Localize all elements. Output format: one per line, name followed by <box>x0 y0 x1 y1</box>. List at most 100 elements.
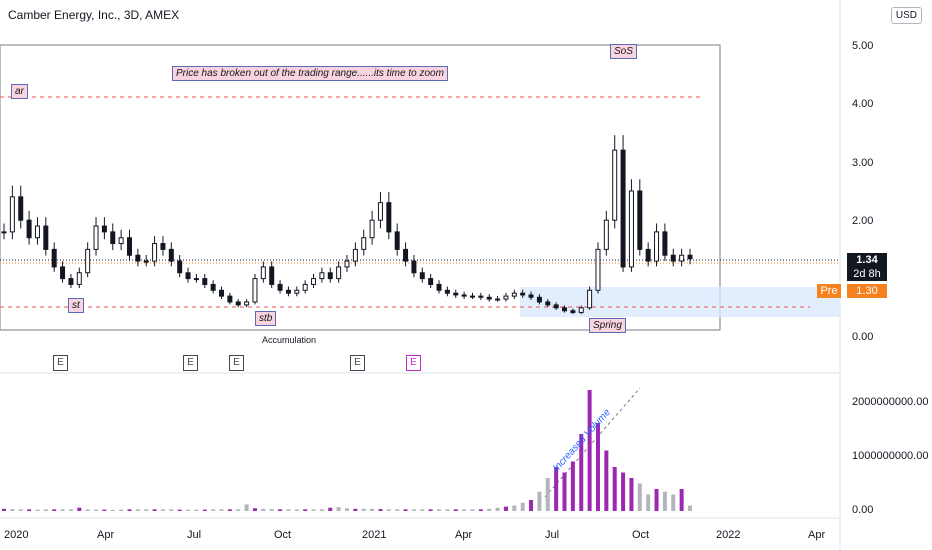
volume-bar <box>177 509 182 511</box>
candle-body <box>670 254 676 262</box>
volume-bar <box>495 507 500 511</box>
volume-bar <box>579 434 584 511</box>
volume-bar <box>654 489 659 511</box>
volume-bar <box>503 506 508 511</box>
volume-bar <box>244 504 249 511</box>
volume-bar <box>378 509 383 511</box>
volume-bar <box>411 509 416 511</box>
volume-bar <box>110 509 115 511</box>
volume-bar <box>587 390 592 511</box>
volume-bar <box>303 509 308 511</box>
time-tick-apr-3: Apr <box>808 529 825 541</box>
last-price-badge: 1.34 <box>847 253 887 267</box>
volume-bar <box>570 461 575 511</box>
volume-bar <box>537 491 542 511</box>
candle-body <box>361 237 367 250</box>
candle-body <box>587 289 593 309</box>
time-tick-2021: 2021 <box>362 529 386 541</box>
spring-label: Spring <box>589 318 626 333</box>
volume-bar <box>319 509 324 511</box>
volume-bar <box>595 423 600 511</box>
candle-body <box>628 190 634 268</box>
candle-body <box>85 248 91 274</box>
candle-body <box>352 248 358 262</box>
candle-body <box>1 231 7 234</box>
candle-body <box>570 310 576 313</box>
candle-body <box>110 231 116 245</box>
volume-bar <box>211 509 216 511</box>
candle-body <box>185 272 191 280</box>
candle-body <box>344 260 350 268</box>
price-axis: 5.00 4.00 3.00 2.00 0.00 <box>852 40 873 343</box>
volume-bar <box>462 509 467 511</box>
candle-body <box>511 292 517 297</box>
ar-label: ar <box>11 84 28 99</box>
volume-bar <box>27 509 32 511</box>
volume-bar <box>68 509 73 511</box>
volume-bar <box>227 509 232 511</box>
candle-body <box>595 248 601 291</box>
breakout-note: Price has broken out of the trading rang… <box>172 66 448 81</box>
volume-bar <box>269 509 274 511</box>
candle-body <box>277 283 283 291</box>
candle-body <box>562 307 568 312</box>
volume-bar <box>77 507 82 511</box>
volume-bar <box>361 508 366 511</box>
earnings-event-4[interactable]: E <box>350 355 365 371</box>
candle-body <box>536 296 542 303</box>
candle-body <box>444 289 450 294</box>
earnings-event-3[interactable]: E <box>229 355 244 371</box>
candle-body <box>319 272 325 280</box>
pre-market-label: Pre <box>817 284 841 298</box>
volume-bar <box>286 509 291 511</box>
volume-tick-2b: 2000000000.00 <box>852 396 928 408</box>
volume-bar <box>403 509 408 511</box>
candle-body <box>637 190 643 250</box>
candle-body <box>394 231 400 250</box>
earnings-event-1[interactable]: E <box>53 355 68 371</box>
candle-body <box>60 266 66 280</box>
candle-body <box>302 283 308 291</box>
candle-body <box>336 266 342 280</box>
volume-bar <box>85 509 90 511</box>
volume-bar <box>43 509 48 511</box>
volume-bar <box>252 508 257 511</box>
volume-bar <box>612 467 617 511</box>
volume-bar <box>679 489 684 511</box>
candle-body <box>478 295 484 298</box>
candle-body <box>68 278 74 285</box>
volume-bar <box>395 509 400 511</box>
volume-bar <box>386 509 391 511</box>
candle-body <box>428 278 434 285</box>
candle-body <box>654 231 660 262</box>
volume-bar <box>453 509 458 511</box>
candle-body <box>152 243 158 262</box>
volume-tick-0: 0.00 <box>852 504 873 516</box>
candle-body <box>311 278 317 285</box>
candle-body <box>143 260 149 263</box>
volume-tick-1b: 1000000000.00 <box>852 450 928 462</box>
time-axis: 2020 Apr Jul Oct 2021 Apr Jul Oct 2022 A… <box>4 529 825 541</box>
volume-bar <box>662 491 667 511</box>
currency-button[interactable]: USD <box>890 7 922 24</box>
candle-body <box>469 295 475 298</box>
candle-body <box>160 243 166 250</box>
volume-bars <box>2 390 692 511</box>
accumulation-label: Accumulation <box>262 335 317 345</box>
candle-body <box>18 196 24 221</box>
earnings-event-2[interactable]: E <box>183 355 198 371</box>
volume-bar <box>437 509 442 511</box>
candle-body <box>503 295 509 300</box>
candle-body <box>260 266 266 280</box>
volume-axis: 2000000000.00 1000000000.00 0.00 <box>852 396 928 516</box>
volume-bar <box>428 509 433 511</box>
price-tick-2: 2.00 <box>852 215 873 227</box>
earnings-event-5[interactable]: E <box>406 355 421 371</box>
volume-bar <box>102 509 107 511</box>
time-tick-jul: Jul <box>187 529 201 541</box>
candle-body <box>135 254 141 262</box>
volume-bar <box>10 509 15 511</box>
candle-body <box>244 301 250 306</box>
volume-bar <box>278 509 283 511</box>
